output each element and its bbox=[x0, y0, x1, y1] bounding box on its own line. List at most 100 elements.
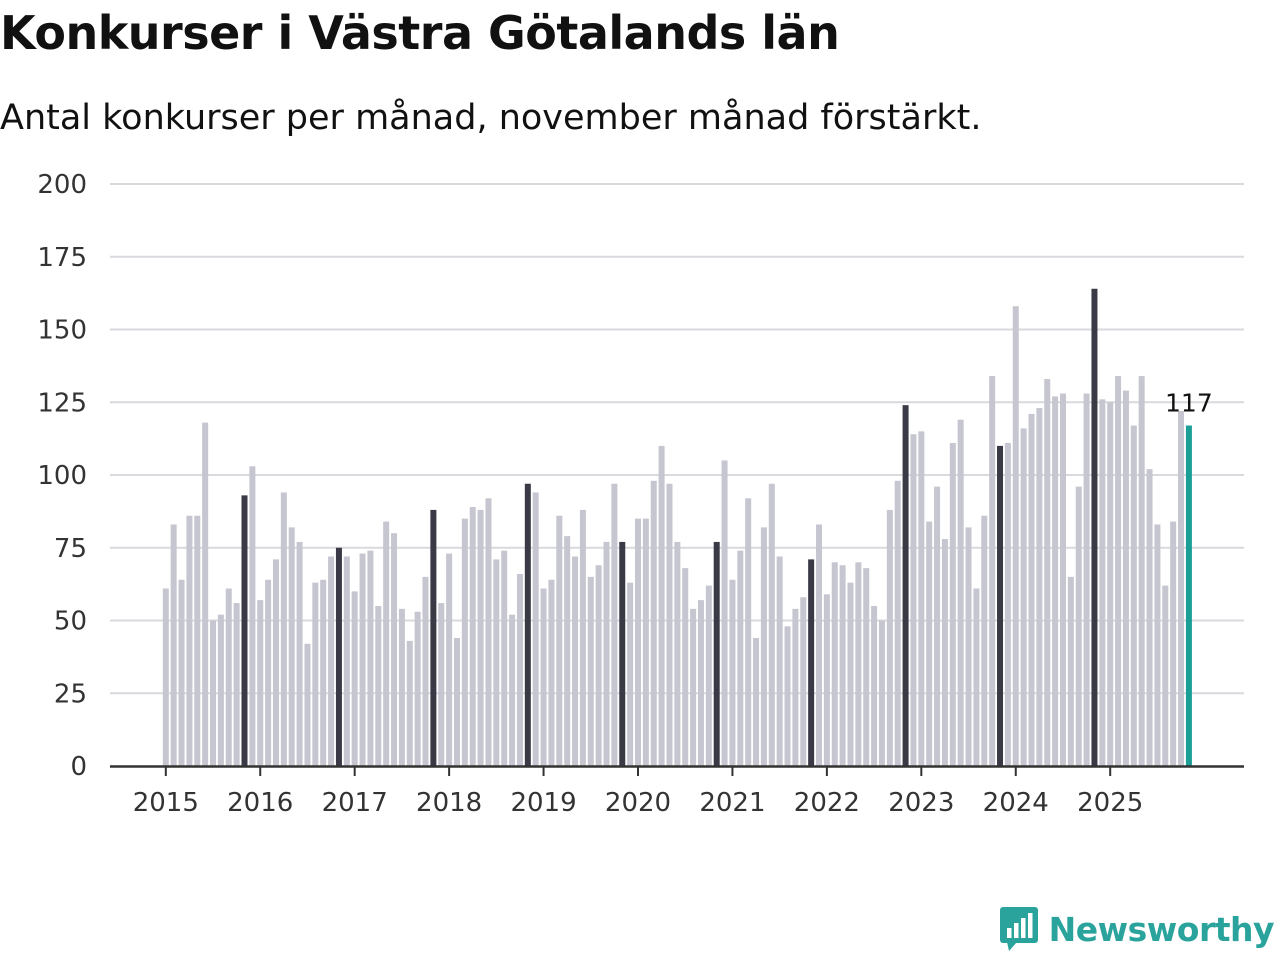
bar bbox=[760, 527, 767, 766]
bar bbox=[406, 640, 413, 766]
bar bbox=[839, 565, 846, 766]
x-tick-label: 2018 bbox=[416, 788, 482, 818]
bar bbox=[863, 568, 870, 766]
bar bbox=[926, 521, 933, 766]
bar bbox=[1154, 524, 1161, 766]
bar bbox=[682, 568, 689, 766]
bar bbox=[1020, 428, 1027, 766]
bar bbox=[438, 603, 445, 766]
bar bbox=[587, 576, 594, 766]
november-bar bbox=[524, 483, 531, 766]
bar bbox=[1099, 399, 1106, 766]
november-bar bbox=[902, 405, 909, 766]
newsworthy-logo-icon bbox=[999, 907, 1038, 951]
annotations: 117 bbox=[1165, 389, 1213, 418]
bar bbox=[257, 600, 264, 766]
bar bbox=[1162, 585, 1169, 766]
bars bbox=[162, 288, 1192, 766]
november-bar bbox=[808, 559, 815, 766]
bar bbox=[934, 486, 941, 766]
bar bbox=[642, 518, 649, 766]
bar bbox=[697, 600, 704, 766]
chart-title: Konkurser i Västra Götalands län bbox=[0, 6, 840, 60]
y-tick-label: 150 bbox=[37, 316, 87, 346]
bar bbox=[611, 483, 618, 766]
bar bbox=[635, 518, 641, 766]
bar bbox=[217, 614, 224, 766]
bar bbox=[493, 559, 500, 766]
bar bbox=[469, 507, 476, 766]
bar bbox=[973, 588, 980, 766]
chart-subtitle: Antal konkurser per månad, november måna… bbox=[0, 98, 982, 138]
bar bbox=[446, 553, 453, 766]
bar bbox=[186, 515, 193, 766]
x-tick-label: 2019 bbox=[510, 788, 576, 818]
bar bbox=[328, 556, 335, 766]
y-tick-label: 175 bbox=[37, 243, 87, 273]
x-tick-label: 2020 bbox=[605, 788, 671, 818]
bar bbox=[721, 460, 728, 766]
bar bbox=[768, 483, 775, 766]
bar bbox=[650, 480, 657, 766]
bar bbox=[485, 498, 492, 766]
last-value-label: 117 bbox=[1165, 389, 1213, 418]
bar bbox=[1067, 576, 1074, 766]
bar bbox=[957, 419, 964, 766]
bar bbox=[666, 483, 673, 766]
bar bbox=[1138, 376, 1145, 766]
bar bbox=[729, 579, 736, 766]
bar bbox=[233, 603, 240, 766]
bar bbox=[1107, 402, 1114, 766]
bar bbox=[595, 565, 602, 766]
bar bbox=[453, 637, 460, 766]
bar bbox=[225, 588, 232, 766]
bar bbox=[941, 539, 948, 766]
bar bbox=[1059, 393, 1066, 766]
bar bbox=[414, 611, 421, 766]
bar bbox=[288, 527, 295, 766]
bar bbox=[1083, 393, 1090, 766]
bar bbox=[461, 518, 468, 766]
bar bbox=[894, 480, 901, 766]
bar bbox=[737, 550, 744, 766]
bar bbox=[304, 643, 311, 766]
bar bbox=[1028, 413, 1035, 766]
y-tick-label: 200 bbox=[37, 170, 87, 200]
x-tick-label: 2016 bbox=[227, 788, 293, 818]
bar bbox=[572, 556, 579, 766]
x-tick-label: 2022 bbox=[794, 788, 860, 818]
bar bbox=[800, 597, 807, 766]
bar bbox=[1004, 442, 1011, 766]
x-tick-label: 2015 bbox=[133, 788, 199, 818]
bar bbox=[1115, 376, 1122, 766]
bar bbox=[776, 556, 783, 766]
bar bbox=[886, 509, 893, 766]
bar bbox=[178, 579, 185, 766]
bar bbox=[210, 620, 217, 766]
bar bbox=[1130, 425, 1137, 766]
bar bbox=[674, 541, 681, 766]
bar bbox=[855, 562, 862, 766]
y-tick-label: 75 bbox=[54, 534, 87, 564]
bar bbox=[878, 620, 885, 766]
bar bbox=[816, 524, 823, 766]
bar bbox=[367, 550, 374, 766]
bar bbox=[516, 573, 523, 766]
bar bbox=[359, 553, 366, 766]
y-tick-label: 125 bbox=[37, 388, 87, 418]
bar bbox=[398, 608, 405, 766]
bar bbox=[658, 445, 665, 766]
bar bbox=[548, 579, 555, 766]
bar bbox=[383, 521, 390, 766]
bar bbox=[965, 527, 972, 766]
bar bbox=[351, 591, 358, 766]
x-axis-tick-labels: 2015 2016 2017 2018 2019 2020 2021 2022 2023 2024… bbox=[133, 788, 1144, 818]
bar bbox=[784, 626, 791, 766]
y-tick-label: 0 bbox=[70, 752, 87, 782]
bar bbox=[1146, 469, 1153, 766]
bar bbox=[272, 559, 279, 766]
bar bbox=[579, 509, 586, 766]
bar bbox=[690, 608, 697, 766]
bar bbox=[847, 582, 854, 766]
x-tick-label: 2021 bbox=[699, 788, 765, 818]
